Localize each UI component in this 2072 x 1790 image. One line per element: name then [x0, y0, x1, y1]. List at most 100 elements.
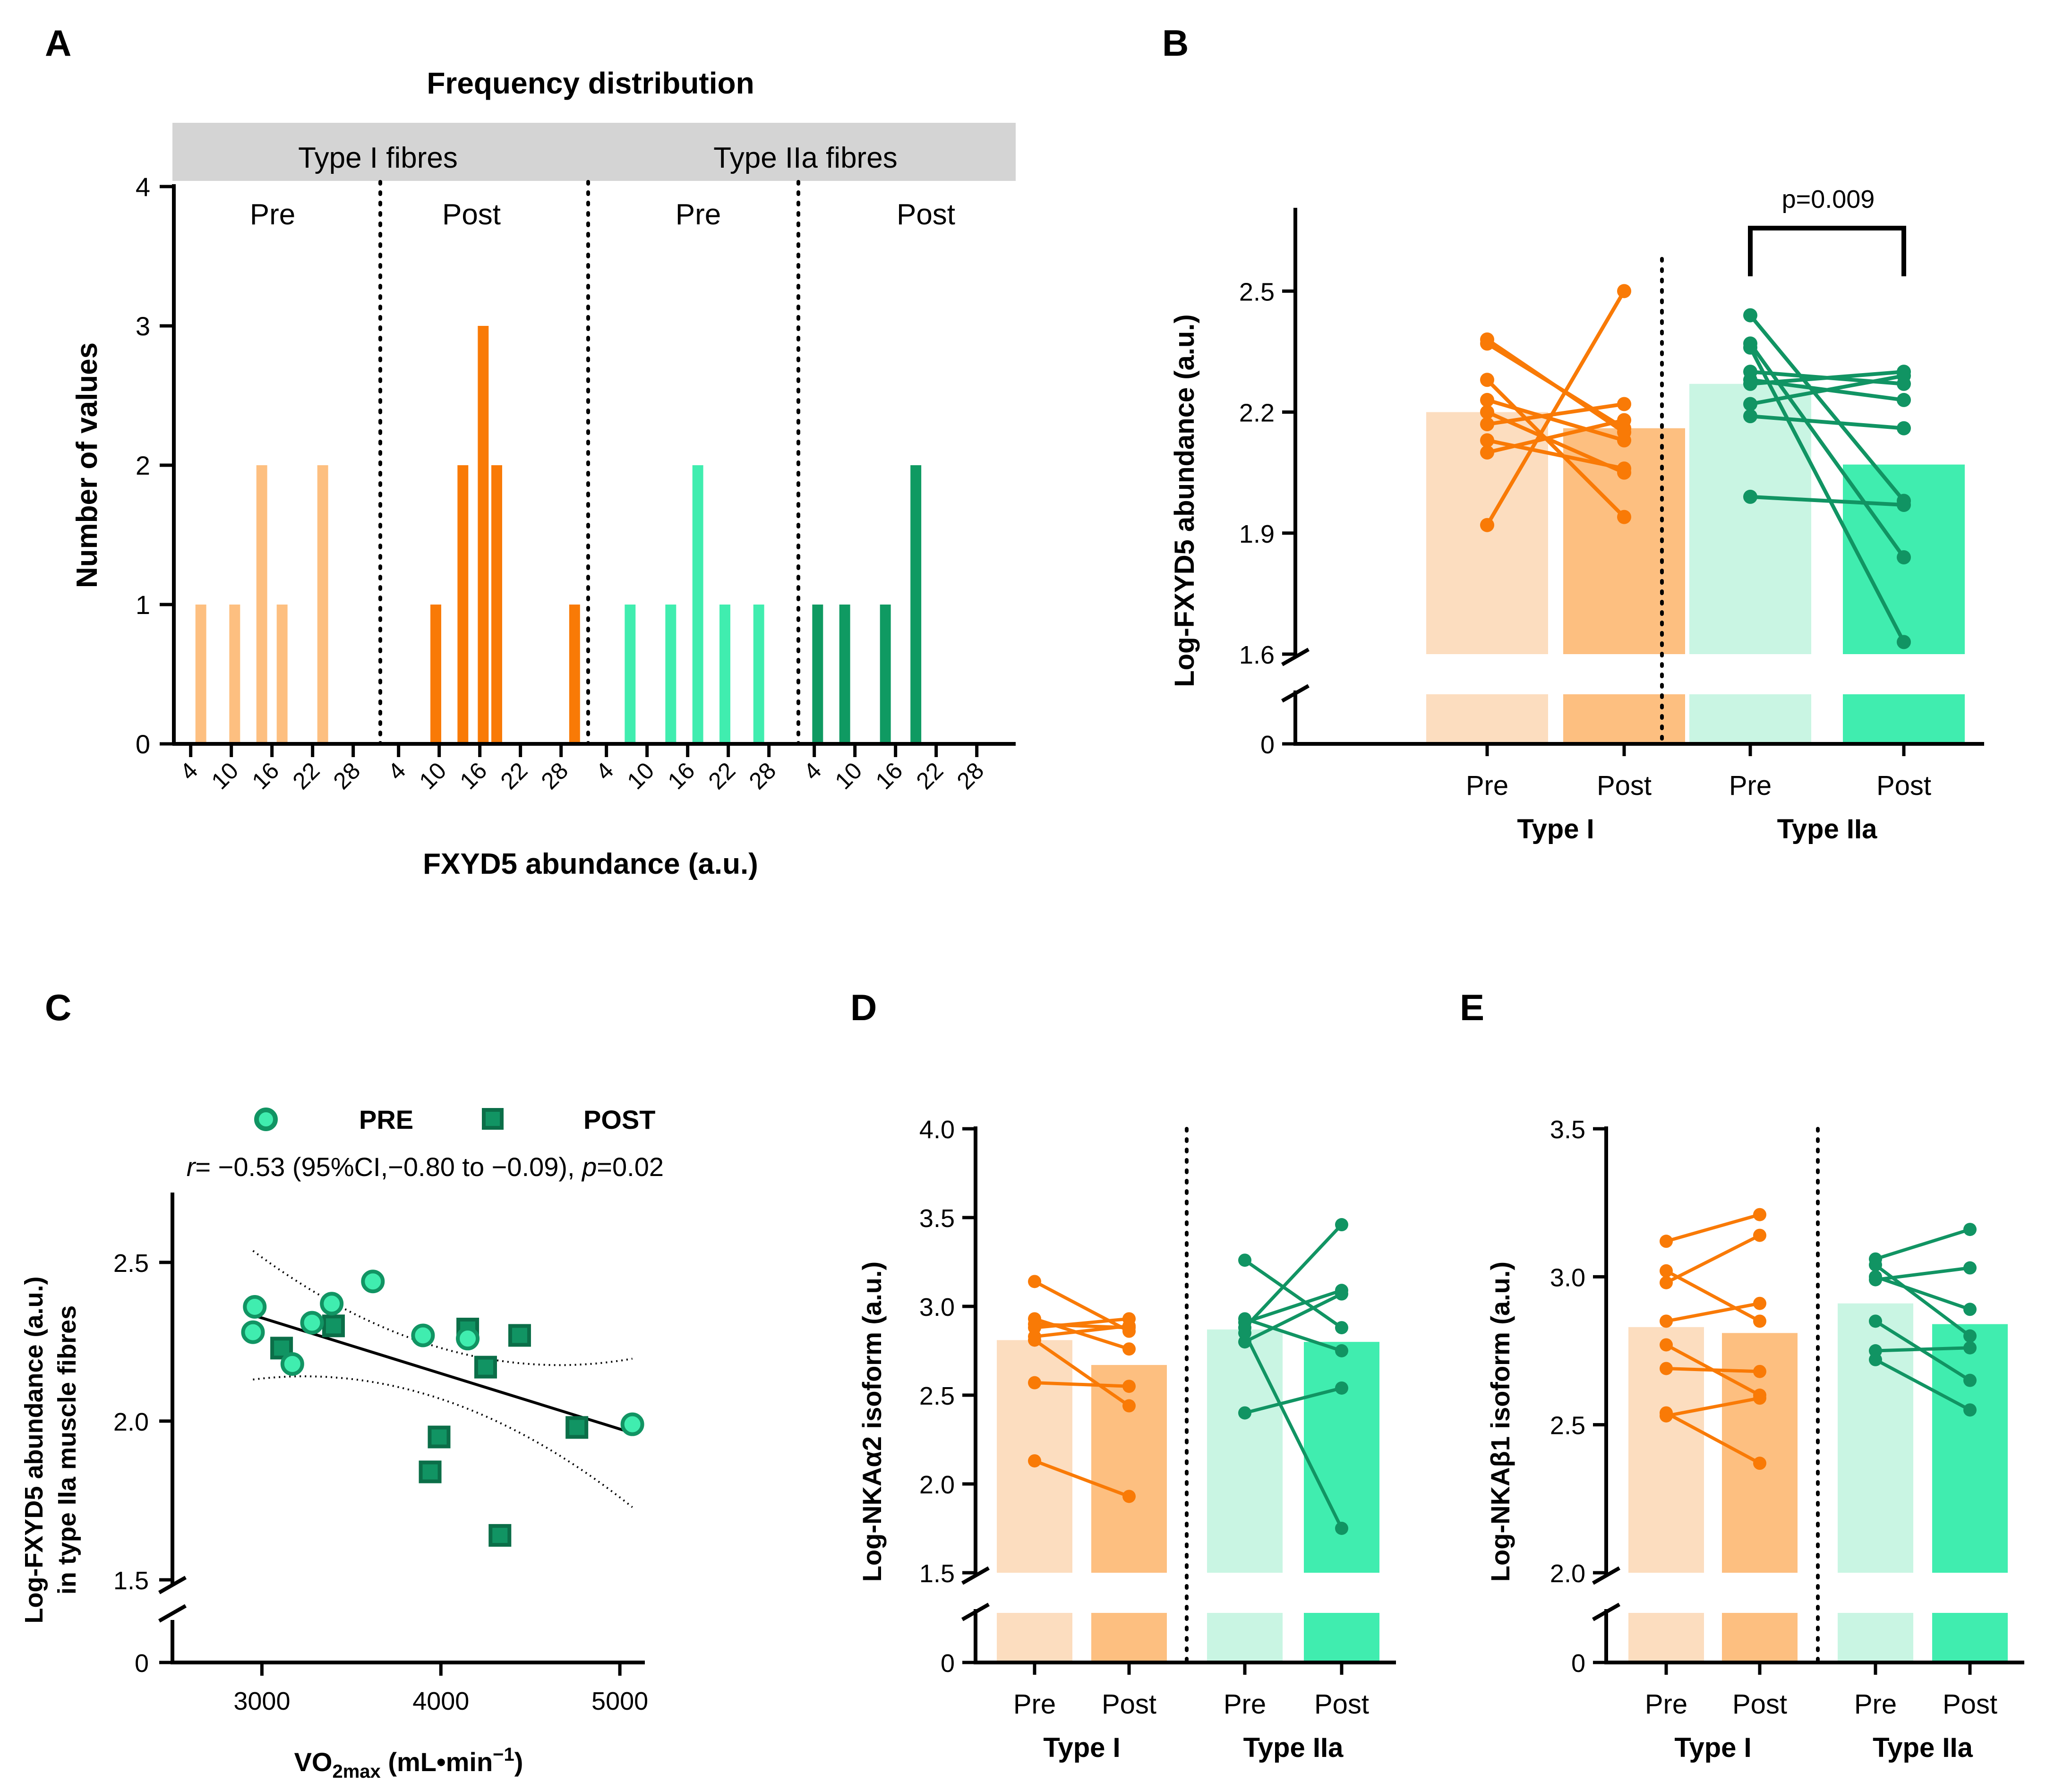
paired-line — [1666, 1302, 1760, 1323]
y-tick-label: 0 — [1260, 731, 1275, 759]
x-tick-label: 4000 — [412, 1687, 469, 1715]
paired-line — [1666, 1367, 1760, 1373]
data-point — [1480, 332, 1494, 347]
panel-letter-b: B — [1162, 22, 1189, 64]
x-tick-label: Pre — [1854, 1689, 1897, 1720]
y-tick-label: 1.9 — [1239, 520, 1275, 548]
y-tick-label: 2.5 — [113, 1249, 149, 1278]
y-tick-label: 1.6 — [1239, 641, 1275, 669]
bar-base — [997, 1613, 1072, 1662]
paired-line — [1750, 370, 1904, 386]
axis-break-mark — [961, 1602, 990, 1621]
bar-base — [1563, 694, 1685, 744]
panel-c: C PRE POST r= −0.53 (95%CI,−0.80 to −0.0… — [20, 987, 664, 1782]
histogram-bar — [910, 465, 922, 744]
data-point — [1963, 1329, 1977, 1343]
segment-label: Post — [442, 198, 501, 231]
y-tick-label: 0 — [135, 1649, 149, 1678]
group-axis-label: Type I — [1674, 1732, 1751, 1763]
x-tick-label: 28 — [952, 757, 989, 794]
paired-line — [1750, 378, 1904, 402]
confidence-band-upper — [252, 1250, 633, 1366]
data-point — [1743, 489, 1757, 504]
panel-a: A Frequency distribution Type I fibres T… — [45, 22, 1016, 880]
data-point — [1617, 510, 1631, 524]
panel-letter-d: D — [850, 987, 877, 1028]
data-point — [1480, 405, 1494, 419]
pre-point — [241, 1320, 265, 1344]
x-tick-label: 10 — [206, 757, 244, 794]
pre-point — [361, 1270, 385, 1294]
data-point — [1238, 1335, 1251, 1349]
data-point — [1753, 1208, 1766, 1221]
legend-post-label: POST — [583, 1105, 655, 1134]
data-point — [1122, 1399, 1136, 1413]
data-point — [1617, 425, 1631, 440]
x-tick-label: Pre — [1645, 1689, 1687, 1720]
bar — [1304, 1342, 1379, 1573]
data-point — [1617, 397, 1631, 411]
legend-post-marker — [482, 1108, 504, 1130]
panel-letter-c: C — [45, 987, 71, 1028]
y-tick-label: 2.0 — [1550, 1560, 1585, 1588]
group-axis-label: Type I — [1043, 1732, 1120, 1763]
paired-line — [1665, 1411, 1761, 1465]
x-tick-label: 4 — [798, 757, 826, 785]
data-point — [1617, 465, 1631, 480]
data-point — [1122, 1342, 1136, 1356]
x-tick-label: 16 — [455, 757, 492, 794]
x-tick-label: 22 — [496, 757, 533, 794]
x-tick-label: 4 — [175, 757, 203, 785]
post-point — [474, 1355, 497, 1379]
data-point — [1660, 1338, 1673, 1352]
data-point — [1335, 1218, 1348, 1232]
paired-line — [1665, 1234, 1761, 1284]
paired-line — [1486, 378, 1626, 519]
data-point — [1238, 1406, 1251, 1420]
paired-line — [1748, 314, 1906, 502]
paired-line — [1034, 1381, 1130, 1388]
data-point — [1897, 550, 1911, 565]
y-tick-label: 1.5 — [919, 1560, 955, 1588]
bar — [1838, 1303, 1913, 1573]
data-point — [1897, 365, 1911, 379]
x-tick-label: Post — [1732, 1689, 1787, 1720]
y-tick-label: 2.0 — [113, 1408, 149, 1436]
group-axis-label: Type IIa — [1243, 1732, 1344, 1763]
segment-label: Pre — [250, 198, 295, 231]
y-tick-label: 2.5 — [1550, 1412, 1585, 1440]
data-point — [1963, 1223, 1977, 1236]
bar-base — [1304, 1613, 1379, 1662]
data-point — [1897, 376, 1911, 391]
pre-point — [280, 1352, 304, 1376]
data-point — [1743, 365, 1757, 379]
paired-line — [1034, 1317, 1130, 1330]
axis-break-mark — [158, 1604, 187, 1623]
data-point — [1660, 1314, 1673, 1328]
y-tick-label: 3.0 — [919, 1293, 955, 1321]
histogram-bar — [317, 465, 328, 744]
y-tick-label: 0 — [1571, 1649, 1585, 1678]
data-point — [1753, 1364, 1766, 1378]
histogram-bar — [457, 465, 469, 744]
data-point — [1660, 1409, 1673, 1423]
data-point — [1869, 1258, 1882, 1272]
paired-line — [1243, 1332, 1344, 1529]
data-point — [1335, 1344, 1348, 1357]
paired-line — [1244, 1288, 1343, 1324]
data-point — [1753, 1391, 1766, 1405]
y-tick-label: 3 — [136, 311, 150, 341]
significance-annotation: p=0.009 — [1782, 185, 1875, 213]
bar — [1932, 1324, 2008, 1573]
x-tick-label: Pre — [1466, 770, 1508, 801]
histogram-bar — [491, 465, 502, 744]
group-axis-label: Type I — [1517, 814, 1594, 844]
axis-break-mark — [1281, 648, 1310, 666]
data-point — [1753, 1314, 1766, 1328]
histogram-bar — [839, 605, 850, 744]
histogram-bar — [256, 465, 267, 744]
panel-letter-a: A — [45, 22, 71, 64]
x-tick-label: 10 — [414, 757, 452, 794]
data-point — [1335, 1381, 1348, 1395]
data-point — [1897, 494, 1911, 508]
